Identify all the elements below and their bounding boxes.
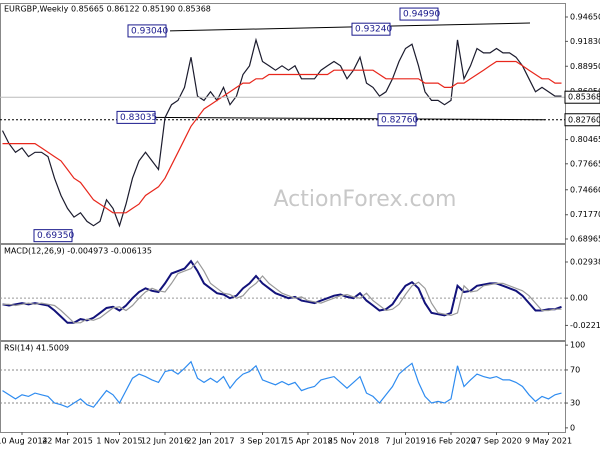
annotation-box [127,24,167,38]
y-tick-label: 0 [570,423,575,432]
y-tick-label: 30 [570,399,580,408]
x-tick-label: 7 Jul 2019 [385,437,425,446]
x-tick-label: 9 May 2021 [525,437,572,446]
annotation: 0.94990 [403,10,440,20]
x-tick-label: 22 Jan 2017 [187,437,235,446]
support-label: 0.82760 [568,115,600,124]
annotation: 0.93240 [355,25,392,35]
macd-label: MACD(12,26,9) -0.004973 -0.006135 [4,247,152,256]
annotation-box [377,113,417,127]
series-line [1,37,562,228]
annotation: 0.82760 [381,115,418,125]
support-box [564,113,600,127]
annotation: 0.69350 [37,231,74,241]
trendline [149,116,546,121]
y-tick-label: 0.80465 [570,135,600,144]
series-line [2,360,562,408]
x-tick-label: 16 Feb 2020 [426,437,476,446]
watermark: ActionForex.com [274,187,457,212]
x-tick-label: 3 Sep 2017 [240,437,286,446]
annotation-box [33,229,73,243]
annotation-box [351,22,391,36]
x-tick-label: 10 Aug 2014 [0,437,48,446]
chart-header: EURGBP,Weekly 0.85665 0.86122 0.85190 0.… [4,5,211,14]
y-tick-label: 0.029387 [570,257,600,266]
y-tick-label: 100 [570,341,585,350]
rsi-label: RSI(14) 41.5009 [4,344,69,353]
y-tick-label: 0.71770 [570,210,600,219]
y-tick-label: 0.94650 [570,13,600,22]
y-tick-label: 0.77665 [570,159,600,168]
y-tick-label: 0.91830 [570,37,600,46]
y-tick-label: 0.00 [570,294,588,303]
x-tick-label: 27 Sep 2020 [471,437,522,446]
y-tick-label: 0.68965 [570,234,600,243]
annotation-box [116,110,156,124]
x-tick-label: 15 Apr 2018 [283,437,332,446]
x-tick-label: 22 Mar 2015 [42,437,93,446]
series-line [2,260,562,324]
annotation: 0.93040 [131,26,168,36]
panel-frame [0,341,566,433]
panel-frame [0,244,566,341]
annotation-box [399,7,439,21]
y-tick-label: -0.022161 [570,321,600,330]
x-tick-label: 25 Nov 2018 [328,437,379,446]
y-tick-label: 70 [570,365,580,374]
y-tick-label: 0.88950 [570,62,600,71]
trendline [169,22,531,32]
x-tick-label: 12 Jun 2016 [141,437,189,446]
x-tick-label: 1 Nov 2015 [96,437,142,446]
last-price-box [564,90,600,104]
series-line [2,259,562,324]
annotation: 0.83035 [120,113,157,123]
series-line [2,60,562,214]
last-price-label: 0.85368 [568,93,600,102]
y-tick-label: 0.74660 [570,185,600,194]
